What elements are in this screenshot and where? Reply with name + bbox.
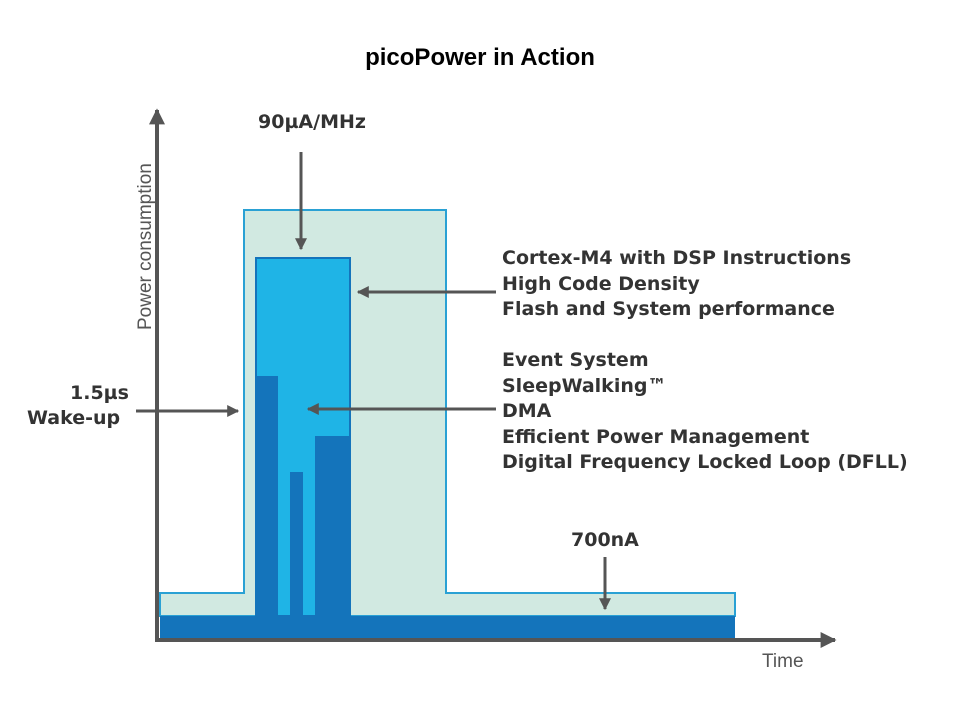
sleep-baseline [160,616,735,640]
diagram-title: picoPower in Action [365,44,595,71]
x-axis-label: Time [762,651,804,672]
feature-item: Digital Frequency Locked Loop (DFLL) [502,451,908,473]
features-group-2: Event System SleepWalking™ DMA Efficient… [502,348,908,476]
feature-item: SleepWalking™ [502,374,667,397]
activity-bar-2 [290,472,303,616]
sleep-current-label: 700nA [571,529,639,551]
feature-item: Event System [502,349,649,371]
feature-item: Cortex-M4 with DSP Instructions [502,247,852,269]
feature-item: High Code Density [502,272,700,295]
feature-item: DMA [502,400,552,422]
y-axis-label: Power consumption [135,163,156,330]
wakeup-time-label: 1.5µs [70,382,129,404]
activity-bar-1 [256,376,278,616]
activity-bar-3 [315,436,350,616]
features-group-1: Cortex-M4 with DSP Instructions High Cod… [502,246,851,323]
wakeup-label: Wake-up [27,407,121,429]
peak-current-label: 90µA/MHz [258,111,366,133]
feature-item: Efficient Power Management [502,425,810,448]
feature-item: Flash and System performance [502,298,835,320]
